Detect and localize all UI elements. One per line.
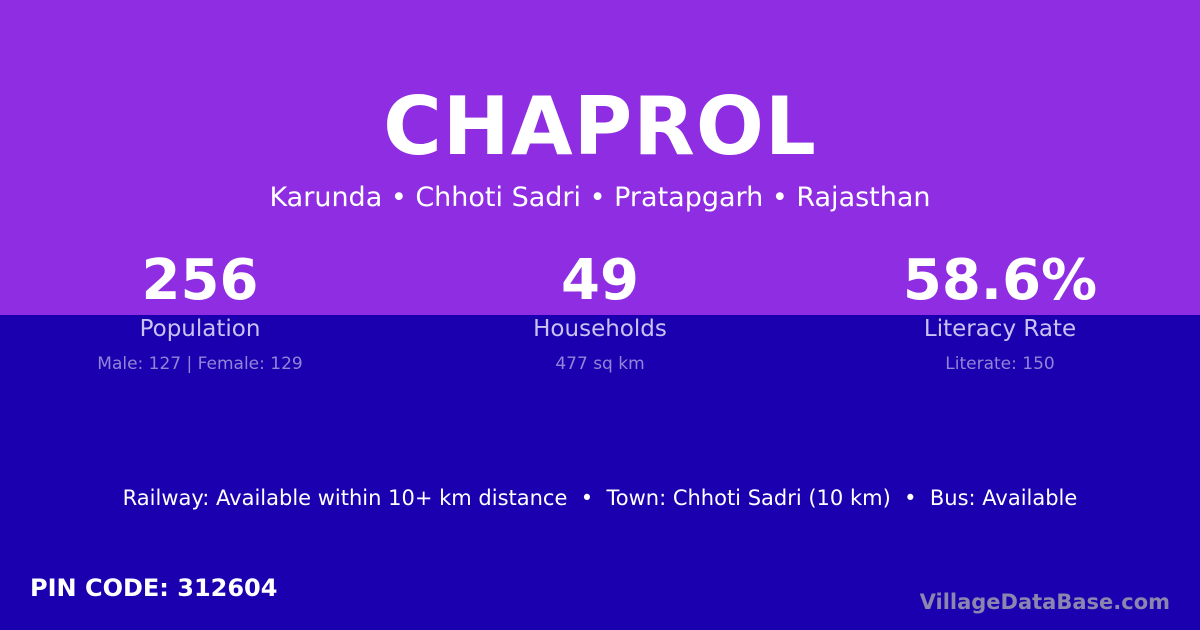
stat-detail: Male: 127 | Female: 129 — [97, 354, 303, 374]
stat-value: 256 — [141, 248, 259, 313]
location-breadcrumb: Karunda • Chhoti Sadri • Pratapgarh • Ra… — [269, 182, 931, 213]
stat-value: 58.6% — [902, 248, 1098, 313]
stat-detail: Literate: 150 — [945, 354, 1055, 374]
pin-code: PIN CODE: 312604 — [30, 574, 278, 602]
brand-watermark: VillageDataBase.com — [919, 590, 1170, 614]
stat-label: Households — [533, 316, 667, 342]
stat-label: Literacy Rate — [923, 316, 1077, 342]
transport-info: Railway: Available within 10+ km distanc… — [122, 486, 1078, 510]
stat-label: Population — [139, 316, 261, 342]
village-name: CHAPROL — [383, 80, 817, 173]
stat-households: 49 Households 477 sq km — [400, 248, 800, 374]
stat-population: 256 Population Male: 127 | Female: 129 — [0, 248, 400, 374]
stat-literacy: 58.6% Literacy Rate Literate: 150 — [800, 248, 1200, 374]
stat-detail: 477 sq km — [555, 354, 645, 374]
stat-value: 49 — [561, 248, 639, 313]
header-band — [0, 0, 1200, 315]
